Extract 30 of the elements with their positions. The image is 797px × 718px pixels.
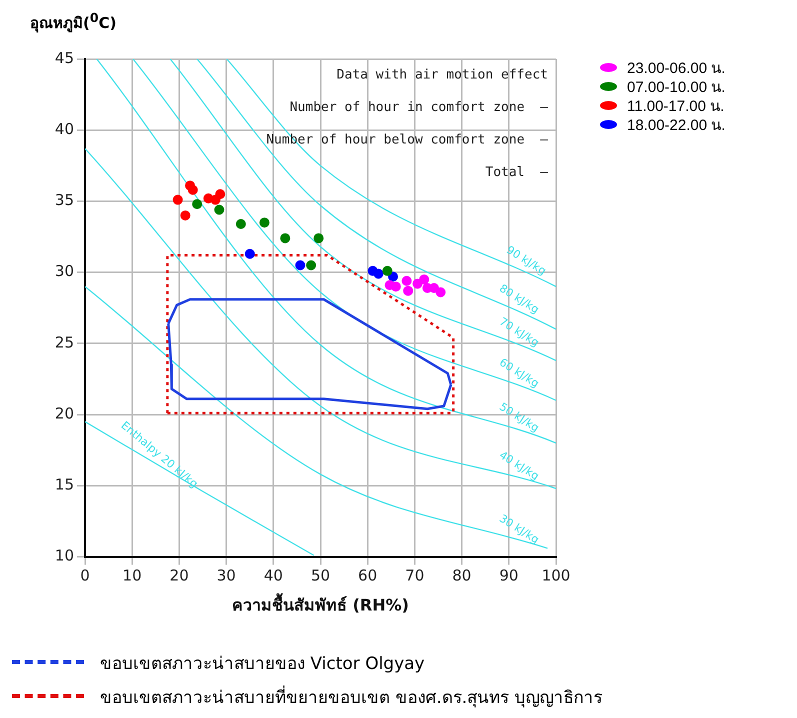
x-tick-label: 90 bbox=[499, 566, 518, 585]
legend-label: 18.00-22.00 น. bbox=[627, 116, 726, 134]
x-axis-title: ความชื้นสัมพัทธ์ (RH%) bbox=[232, 592, 409, 615]
x-tick-label: 30 bbox=[216, 566, 236, 585]
x-tick-label: 10 bbox=[122, 566, 142, 585]
x-tick-label: 60 bbox=[358, 566, 378, 585]
y-tick-label: 25 bbox=[54, 333, 74, 352]
y-axis-title: อุณหภูมิ($^{0}$C) bbox=[30, 10, 116, 34]
legend-label: ขอบเขตสภาวะน่าสบายที่ขยายขอบเขต ของศ.ดร.สุนทร บุญญาธิการ bbox=[100, 684, 603, 710]
y-tick-label: 30 bbox=[54, 262, 74, 280]
annotation: Total – bbox=[485, 164, 548, 180]
annotation: Number of hour in comfort zone – bbox=[290, 100, 548, 115]
legend-label: 11.00-17.00 น. bbox=[627, 98, 724, 114]
x-tick-label: 70 bbox=[405, 566, 424, 585]
legend-label: ขอบเขตสภาวะน่าสบายของ Victor Olgyay bbox=[100, 652, 425, 676]
legend-label: 07.00-10.00 น. bbox=[627, 78, 726, 96]
x-tick-label: 80 bbox=[452, 566, 472, 585]
x-tick-label: 100 bbox=[542, 566, 570, 585]
legend-label: 23.00-06.00 น. bbox=[627, 58, 726, 78]
y-tick-label: 20 bbox=[54, 404, 74, 422]
x-tick-label: 0 bbox=[80, 566, 90, 585]
x-tick-label: 50 bbox=[310, 566, 330, 585]
y-tick-label: 10 bbox=[54, 546, 74, 565]
annotation: Data with air motion effect bbox=[336, 67, 548, 82]
y-tick-label: 40 bbox=[54, 120, 74, 138]
y-tick-label: 35 bbox=[54, 191, 74, 210]
y-tick-label: 15 bbox=[54, 476, 74, 494]
x-tick-label: 20 bbox=[170, 566, 189, 585]
x-tick-label: 40 bbox=[264, 566, 283, 585]
y-tick-label: 45 bbox=[54, 48, 74, 67]
